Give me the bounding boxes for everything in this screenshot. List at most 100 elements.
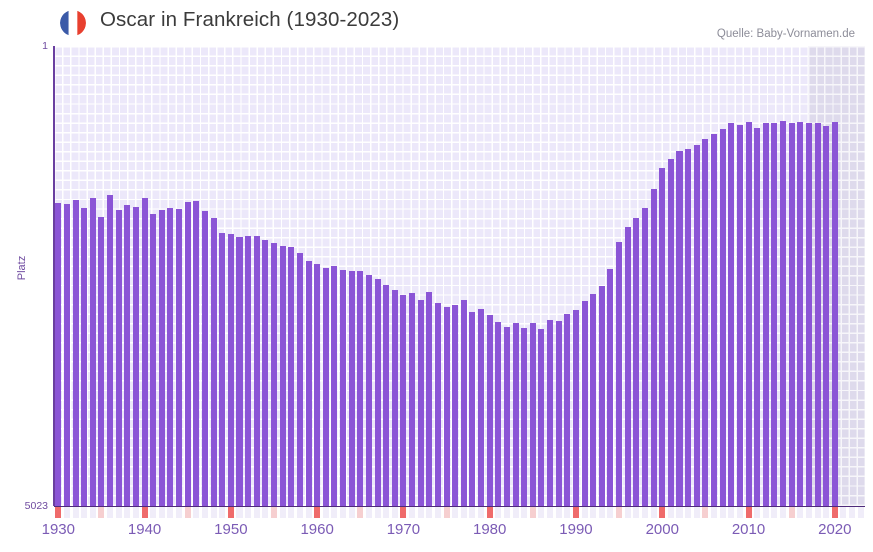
x-axis-tick-cell — [460, 507, 467, 518]
chart-title: Oscar in Frankreich (1930-2023) — [100, 8, 400, 31]
x-axis-tick-cell — [780, 507, 787, 518]
x-axis-tick-cell — [736, 507, 743, 518]
bar — [176, 208, 183, 506]
x-axis-tick-cell — [702, 507, 709, 518]
chart-source-label: Quelle: Baby-Vornamen.de — [716, 28, 855, 40]
y-axis-top-label: 1 — [42, 40, 48, 52]
bar — [641, 207, 648, 506]
x-axis-tick-cell — [219, 507, 226, 518]
x-axis-tick-cell — [607, 507, 614, 518]
bar — [348, 270, 355, 506]
france-flag-icon — [60, 10, 86, 36]
x-axis-tick-cell — [616, 507, 623, 518]
x-axis-tick-cell — [667, 507, 674, 518]
bar — [409, 292, 416, 506]
bar — [63, 203, 70, 506]
x-axis-tick-cell — [158, 507, 165, 518]
x-axis-tick-cell — [374, 507, 381, 518]
x-axis-tick-cell — [719, 507, 726, 518]
x-axis-tick-cell — [728, 507, 735, 518]
bar — [383, 284, 390, 506]
bar — [288, 247, 295, 506]
x-axis-tick-cell — [210, 507, 217, 518]
bar — [512, 323, 519, 506]
x-axis-tick-cell — [849, 507, 856, 518]
x-axis-tick-label: 2000 — [645, 521, 679, 538]
x-axis-tick-cell — [503, 507, 510, 518]
bar — [374, 279, 381, 506]
x-axis-tick-cell — [55, 507, 62, 518]
bar — [823, 126, 830, 506]
x-axis-tick-label: 2010 — [731, 521, 766, 538]
x-axis-tick-cell — [236, 507, 243, 518]
x-axis-tick-cell — [115, 507, 122, 518]
bar — [797, 121, 804, 506]
x-axis-tick-cell — [555, 507, 562, 518]
bar — [529, 322, 536, 506]
bar — [340, 270, 347, 506]
bar — [478, 308, 485, 506]
x-axis-tick-cell — [814, 507, 821, 518]
x-axis-tick-cell — [245, 507, 252, 518]
x-axis-tick-cell — [63, 507, 70, 518]
bar — [572, 309, 579, 506]
bar — [150, 213, 157, 506]
x-axis-tick-cell — [650, 507, 657, 518]
x-axis-tick-cell — [624, 507, 631, 518]
x-axis-tick-cell — [754, 507, 761, 518]
x-axis-tick-cell — [167, 507, 174, 518]
bar — [805, 123, 812, 506]
bar — [745, 122, 752, 506]
x-axis-tick-cell — [529, 507, 536, 518]
x-axis-tick-cell — [788, 507, 795, 518]
x-axis-tick-cell — [331, 507, 338, 518]
y-axis-bottom-label: 5023 — [24, 500, 48, 512]
bar — [590, 294, 597, 506]
x-axis-tick-cell — [253, 507, 260, 518]
x-axis-tick-cell — [340, 507, 347, 518]
bar — [305, 260, 312, 506]
bar — [728, 122, 735, 506]
x-axis-tick-cell — [771, 507, 778, 518]
x-axis-tick-cell — [711, 507, 718, 518]
bar — [236, 236, 243, 506]
bar — [547, 320, 554, 506]
bar — [296, 252, 303, 506]
bar — [736, 125, 743, 506]
bar — [426, 291, 433, 506]
bar — [210, 217, 217, 506]
x-axis-tick-cell — [805, 507, 812, 518]
x-axis-tick-cell — [857, 507, 864, 518]
x-axis-tick-cell — [400, 507, 407, 518]
x-axis-tick-cell — [633, 507, 640, 518]
x-axis-tick-cell — [495, 507, 502, 518]
x-axis-tick-cell — [322, 507, 329, 518]
x-axis-tick-cell — [598, 507, 605, 518]
x-axis-tick-cell — [141, 507, 148, 518]
x-axis-tick-label: 1960 — [300, 521, 334, 538]
bar — [193, 200, 200, 506]
x-axis-tick-cell — [762, 507, 769, 518]
x-axis-tick-cell — [693, 507, 700, 518]
bar — [460, 299, 467, 506]
bar — [227, 233, 234, 506]
x-axis-tick-cell — [840, 507, 847, 518]
bar — [132, 207, 139, 506]
x-axis-tick-cell — [288, 507, 295, 518]
x-axis-tick-cell — [452, 507, 459, 518]
bar — [89, 197, 96, 506]
x-axis-line — [54, 505, 865, 508]
bar — [624, 226, 631, 506]
x-axis-tick-cell — [512, 507, 519, 518]
x-axis-tick-cell — [572, 507, 579, 518]
bar — [98, 216, 105, 506]
bar — [788, 122, 795, 506]
bar — [814, 122, 821, 506]
x-axis-tick-cell — [823, 507, 830, 518]
x-axis-labels: 1930 1940 1950 1960 1970 1980 1990 2000 2010 2020 — [42, 521, 865, 545]
x-axis-tick-cell — [538, 507, 545, 518]
bar — [55, 202, 62, 506]
bar — [598, 285, 605, 506]
bar — [676, 151, 683, 506]
bar — [245, 235, 252, 506]
